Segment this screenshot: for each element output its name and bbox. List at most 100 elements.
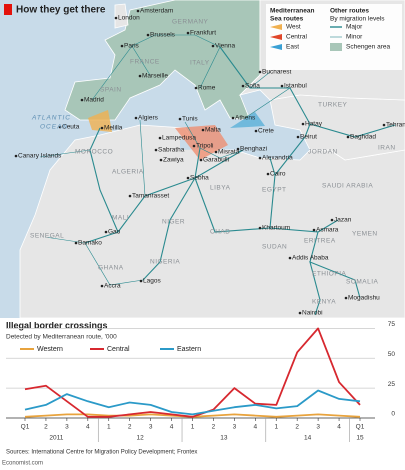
year-label: 12	[137, 435, 145, 442]
map-title: How they get there	[16, 5, 106, 16]
legend-label: Schengen area	[346, 44, 390, 51]
city-label: Rome	[198, 85, 216, 92]
city-label: Canary Islands	[18, 153, 62, 160]
city-label: Frankfurt	[190, 30, 216, 37]
legend-heading: Sea routes	[270, 16, 304, 23]
city-label: Tamanrasset	[132, 193, 169, 200]
x-tick-label: Q1	[21, 424, 30, 431]
city-dot	[211, 44, 215, 48]
city-label: Istanbul	[284, 83, 307, 90]
country-label: MOROCCO	[75, 149, 113, 156]
x-tick-label: 3	[65, 424, 69, 431]
city-dot	[241, 84, 245, 88]
year-label: 15	[356, 435, 364, 442]
city-label: Sabratha	[158, 147, 185, 154]
city-label: Benghazi	[240, 146, 267, 153]
city-dot	[296, 135, 300, 139]
city-label: Sebha	[190, 175, 209, 182]
city-label: Marseille	[142, 73, 168, 80]
city-dot	[159, 158, 163, 162]
city-label: Cairo	[270, 171, 286, 178]
city-dot	[100, 284, 104, 288]
city-label: Addis Ababa	[292, 255, 329, 262]
legend-heading: Other routes	[330, 8, 369, 15]
x-tick-label: 4	[337, 424, 341, 431]
city-label: Garabulli	[203, 157, 229, 164]
title-marker	[4, 4, 12, 15]
x-tick-label: 1	[107, 424, 111, 431]
city-label: Amsterdam	[140, 8, 173, 15]
x-tick-label: 2	[212, 424, 216, 431]
year-label: 14	[304, 435, 312, 442]
route	[317, 219, 339, 233]
city-label: Algiers	[138, 115, 159, 122]
west-route-fan	[88, 110, 112, 132]
city-dot	[114, 16, 118, 20]
city-dot	[382, 123, 386, 127]
legend-label: Western	[37, 346, 63, 353]
series-line	[24, 389, 361, 416]
city-label: Asmara	[316, 227, 339, 234]
x-tick-label: 3	[149, 424, 153, 431]
city-label: Melilla	[104, 125, 123, 132]
country-label: SUDAN	[262, 244, 287, 251]
city-label: Tehran	[386, 122, 405, 129]
legend-swatch	[270, 34, 282, 40]
city-dot	[312, 228, 316, 232]
city-dot	[330, 218, 334, 222]
city-dot	[301, 122, 305, 126]
sea-label: OCEAN	[40, 124, 68, 131]
city-label: Tripoli	[196, 143, 213, 150]
city-label: Paris	[124, 43, 140, 50]
city-dot	[134, 116, 138, 120]
y-tick-label: 75	[388, 321, 396, 328]
country-label: ETHIOPIA	[312, 271, 347, 278]
city-label: Hatay	[305, 121, 323, 128]
x-tick-label: 3	[316, 424, 320, 431]
country-label: NIGER	[162, 219, 185, 226]
legend-label: East	[286, 44, 299, 51]
country-label: EGYPT	[262, 187, 287, 194]
legend-label: Central	[107, 346, 130, 353]
city-dot	[186, 31, 190, 35]
city-dot	[346, 135, 350, 139]
country-label: KENYA	[312, 299, 336, 306]
country-label: GHANA	[98, 265, 124, 272]
city-dot	[178, 117, 182, 121]
city-dot	[158, 136, 162, 140]
country-label: ERITREA	[304, 238, 336, 245]
city-label: Khartoum	[262, 225, 290, 232]
credit: Economist.com	[2, 461, 43, 467]
legend-sub: By migration levels	[330, 16, 385, 23]
x-tick-label: 4	[170, 424, 174, 431]
route	[142, 149, 244, 281]
x-tick-label: Q1	[356, 424, 365, 431]
country-label: JORDAN	[308, 149, 338, 156]
country-label: LIBYA	[210, 185, 231, 192]
city-dot	[280, 84, 284, 88]
legend-label: Eastern	[177, 346, 201, 353]
britain	[114, 3, 129, 29]
route	[219, 46, 311, 176]
country-label: FRANCE	[130, 59, 160, 66]
country-label: TURKEY	[318, 102, 348, 109]
city-dot	[254, 129, 258, 133]
city-label: Athens	[235, 115, 256, 122]
city-dot	[199, 158, 203, 162]
city-label: Nairobi	[302, 310, 323, 317]
city-label: Brussels	[150, 32, 176, 39]
country-label: IRAN	[378, 145, 396, 152]
country-label: CHAD	[210, 229, 230, 236]
x-tick-label: 4	[254, 424, 258, 431]
city-label: Zawiya	[163, 157, 184, 164]
city-label: Lampedusa	[162, 135, 196, 142]
sea-label: ATLANTIC	[31, 115, 71, 122]
route	[309, 261, 361, 316]
x-tick-label: 3	[233, 424, 237, 431]
city-dot	[288, 256, 292, 260]
city-dot	[186, 176, 190, 180]
year-label: 13	[220, 435, 228, 442]
city-dot	[214, 150, 218, 154]
